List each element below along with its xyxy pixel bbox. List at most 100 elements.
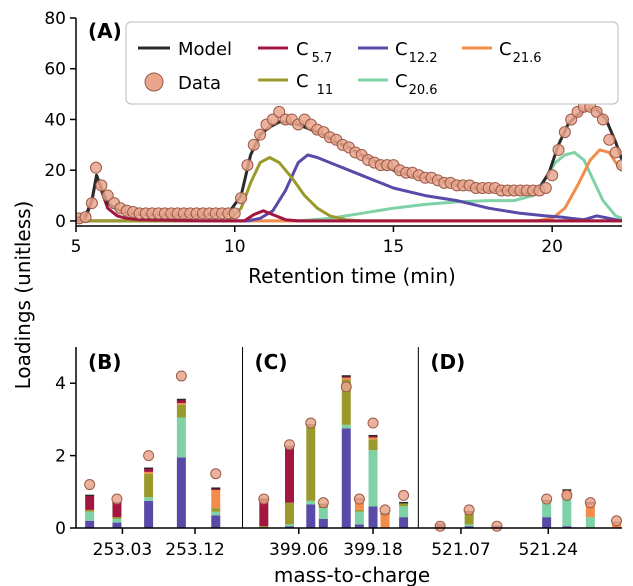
bar-segment-c122	[399, 517, 409, 528]
bar-segment-c57	[176, 399, 186, 404]
x-tick-label: 399.06	[269, 540, 328, 560]
data-point	[273, 105, 286, 118]
bar-segment-c206	[112, 518, 122, 523]
bar-data-point	[283, 439, 295, 451]
bar-segment-c216	[341, 377, 351, 380]
bar-segment-c206	[542, 502, 552, 518]
panel-bcd-x-axis-label: mass-to-charge	[274, 563, 430, 586]
bar-data-point	[353, 493, 365, 505]
data-point	[85, 197, 98, 210]
legend: Model Data C 5.7 C 11 C12.2 C20.6	[125, 21, 619, 105]
bar-segment-c11	[368, 439, 378, 451]
bar-segment-c11	[399, 502, 409, 507]
legend-entry-data: Data	[144, 72, 221, 94]
data-point	[101, 189, 114, 202]
bar-data-point	[84, 479, 96, 491]
x-tick-label: 10	[224, 237, 246, 257]
bar-segment-c122	[211, 515, 221, 528]
bar-segment-c206	[368, 450, 378, 507]
bar-data-point	[398, 489, 410, 501]
bar-segment-c11	[211, 508, 221, 512]
x-tick-label: 20	[541, 237, 563, 257]
data-point	[79, 211, 92, 224]
bar-segment-c122	[318, 518, 328, 528]
bar-segment-c57	[144, 468, 154, 472]
bar-segment-c206	[341, 424, 351, 429]
bar-segment-c57	[368, 435, 378, 438]
legend-label-c206-base: C	[395, 71, 408, 92]
bar-segment-c11	[341, 379, 351, 425]
panel-a-label: (A)	[88, 19, 122, 43]
legend-label-c11: C 11	[296, 71, 333, 98]
panel-a-x-axis-label: Retention time (min)	[248, 264, 456, 288]
bar-segment-c57	[259, 499, 269, 527]
bar-segment-c122	[85, 520, 95, 528]
bar-segment-c122	[542, 517, 552, 528]
x-tick-label: 521.07	[431, 540, 490, 560]
panel-bcd-data-points	[84, 370, 623, 532]
bar-segment-c122	[562, 526, 572, 528]
bar-data-point	[434, 520, 446, 532]
bar-segment-c216	[585, 504, 595, 518]
data-point	[558, 126, 571, 139]
data-point	[241, 159, 254, 172]
legend-label-c57: C 5.7	[296, 39, 332, 66]
bar-segment-c216	[380, 513, 390, 528]
data-point	[235, 192, 248, 205]
bar-data-point	[611, 515, 623, 527]
series-line-c11	[76, 156, 622, 223]
bar-data-point	[561, 489, 573, 501]
subpanel-label: (B)	[88, 350, 122, 374]
bar-segment-c216	[368, 437, 378, 440]
bar-segment-c122	[464, 526, 474, 528]
legend-label-c216: C21.6	[499, 39, 542, 66]
legend-entry-model: Model	[138, 39, 232, 60]
bar-segment-c206	[144, 497, 154, 501]
series-line-c122	[76, 153, 622, 223]
legend-entry-c216: C21.6	[462, 39, 542, 66]
legend-label-c122-base: C	[395, 39, 408, 60]
y-tick-label: 2	[55, 447, 66, 467]
data-point	[89, 161, 102, 174]
legend-entry-c11: C 11	[258, 71, 333, 98]
subpanel-label: (D)	[430, 350, 465, 374]
legend-box	[125, 21, 619, 105]
y-tick-label: 60	[44, 60, 66, 80]
y-tick-label: 4	[55, 374, 66, 394]
bar-segment-c57	[112, 502, 122, 518]
bar-data-point	[340, 381, 352, 393]
bar-data-point	[491, 520, 503, 532]
legend-label-c57-base: C	[296, 39, 309, 60]
bar-segment-c11	[144, 473, 154, 498]
x-tick-label: 5	[71, 237, 82, 257]
subpanel-label: (C)	[255, 350, 288, 374]
bar-segment-c206	[85, 511, 95, 521]
bar-segment-c11	[284, 502, 294, 525]
bar-segment-c216	[176, 403, 186, 405]
panel-a-ticks: 5 10 15 20 0 20 40 60 80	[44, 9, 563, 257]
bar-segment-c206	[306, 500, 316, 505]
bar-segment-c206	[399, 506, 409, 518]
data-point	[616, 159, 622, 172]
bar-data-point	[305, 417, 317, 429]
bar-segment-c57	[284, 446, 294, 503]
legend-label-c206: C20.6	[395, 71, 438, 98]
bar-data-point	[258, 493, 270, 505]
panel-dividers	[242, 347, 419, 528]
legend-label-c57-sub: 5.7	[312, 51, 333, 66]
bar-segment-c216	[211, 489, 221, 509]
panel-a-data-points	[76, 100, 622, 225]
x-tick-label: 15	[383, 237, 405, 257]
x-tick-label: 253.12	[165, 540, 224, 560]
data-point	[539, 181, 552, 194]
bar-data-point	[463, 504, 475, 516]
bar-segment-c206	[211, 511, 221, 516]
data-point	[609, 146, 622, 159]
y-tick-label: 0	[55, 519, 66, 539]
bar-segment-c11	[306, 424, 316, 501]
bar-segment-c11	[464, 513, 474, 525]
bar-segment-c206	[464, 524, 474, 527]
bar-segment-c206	[176, 417, 186, 458]
data-point	[552, 143, 565, 156]
